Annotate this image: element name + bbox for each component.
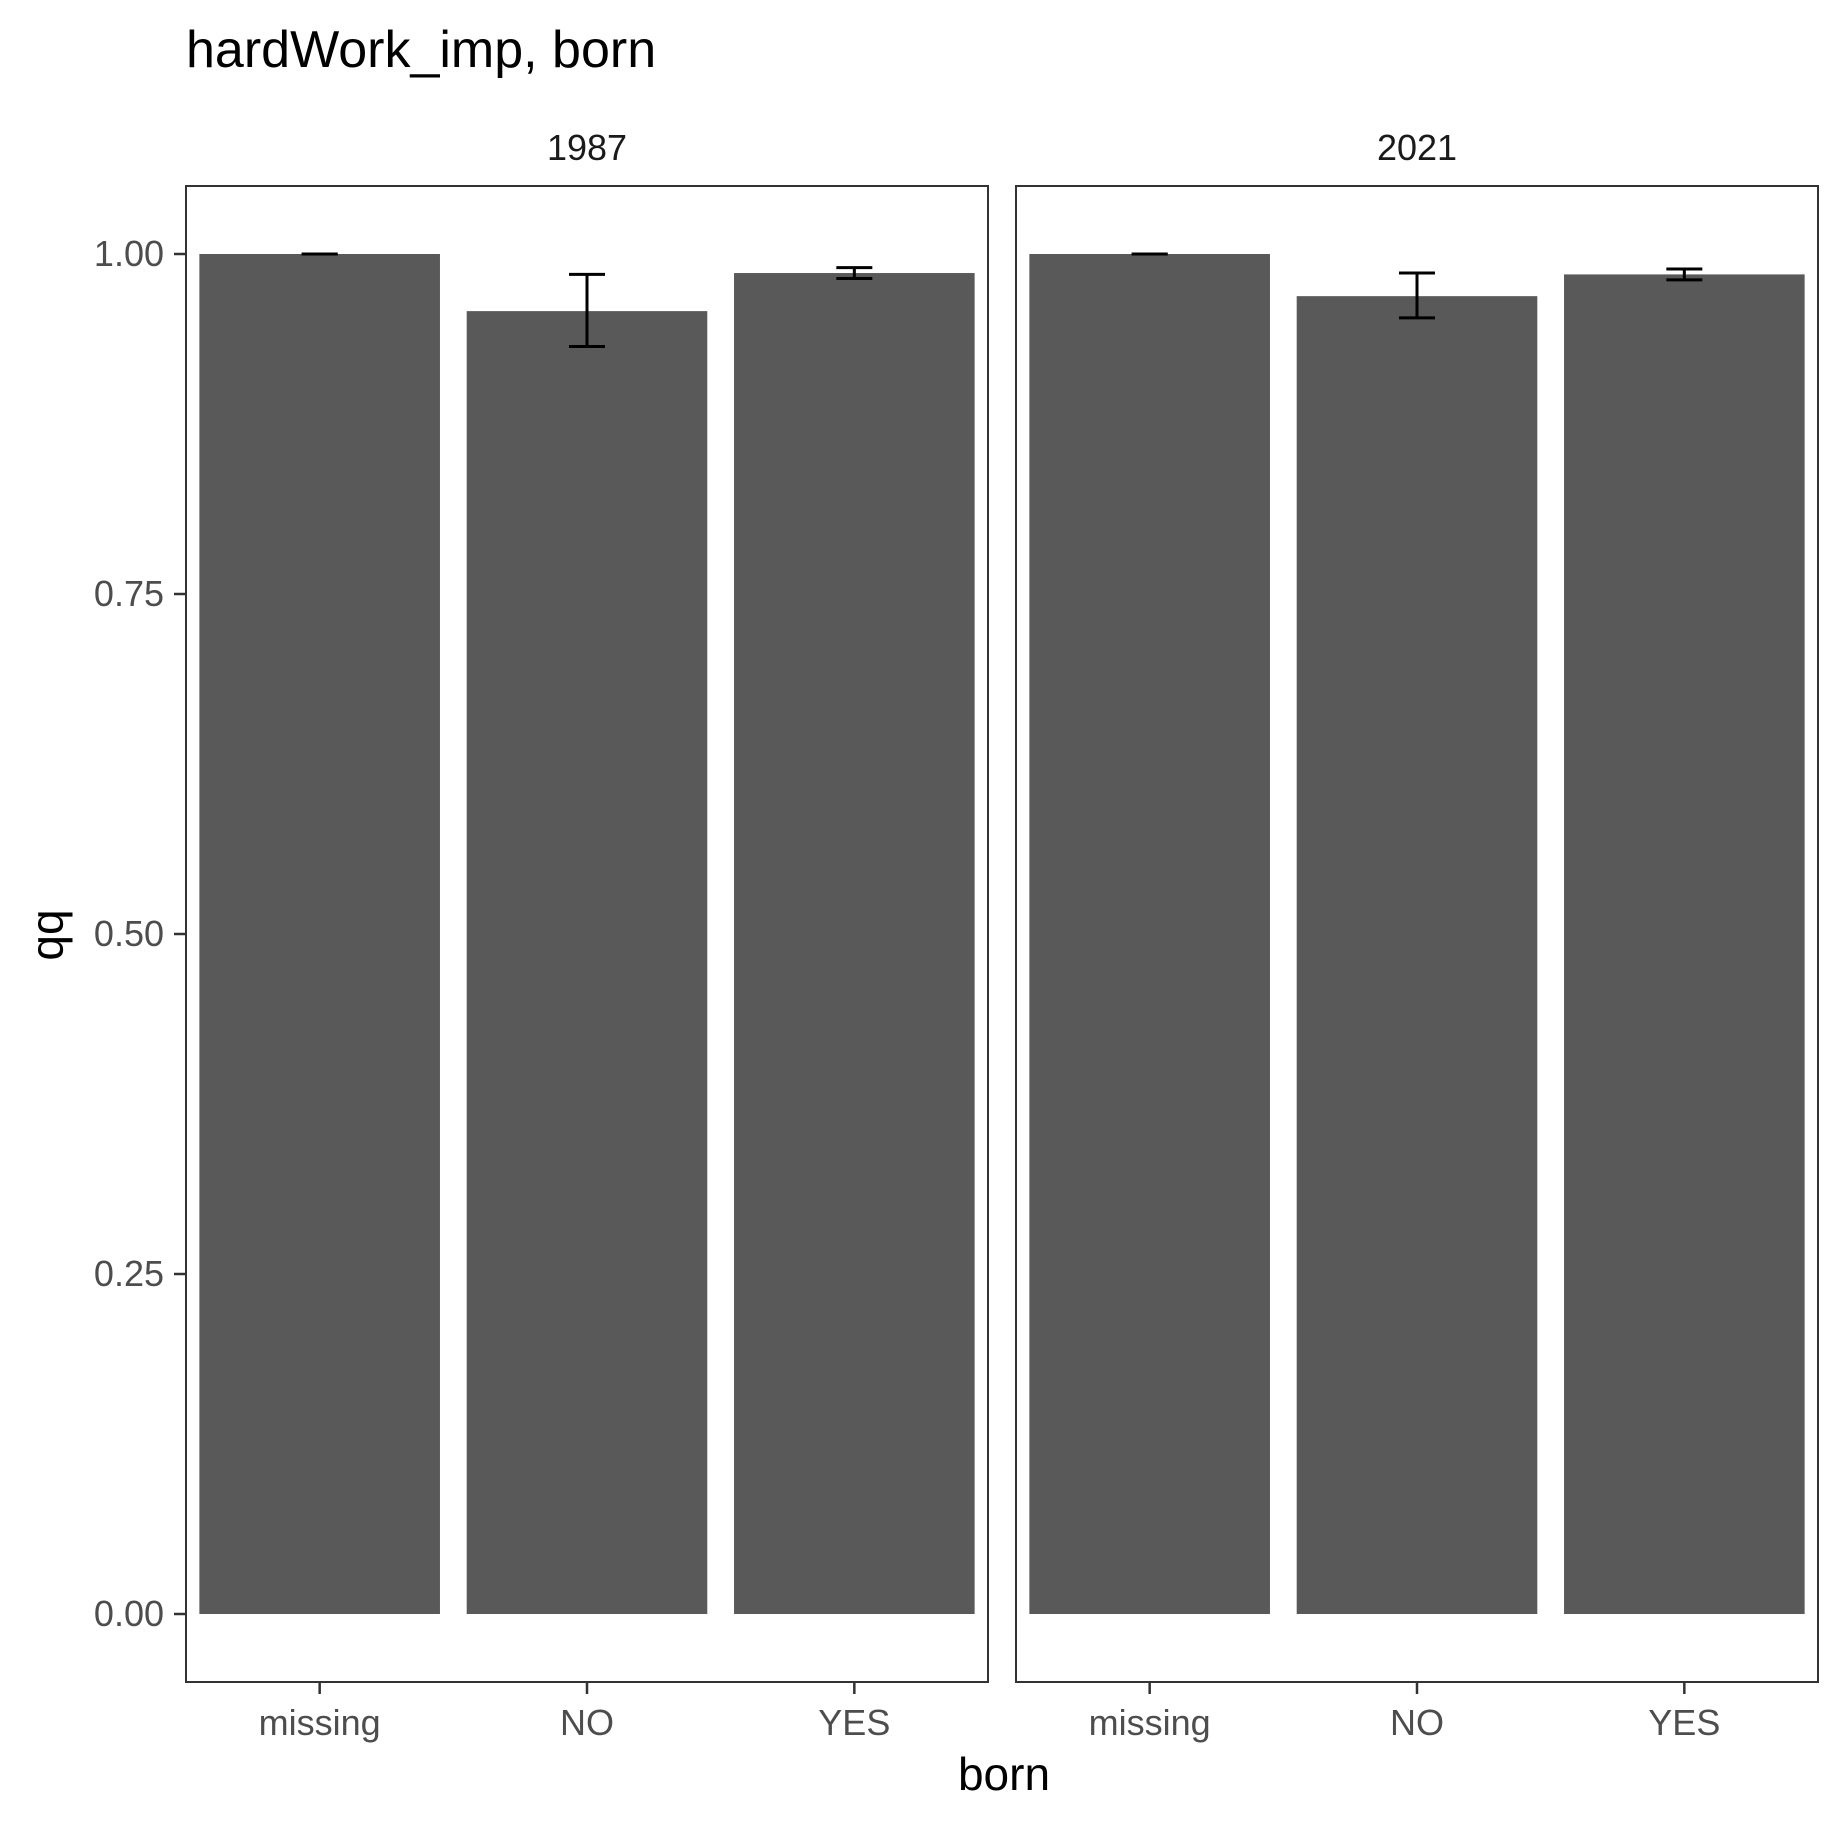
x-tick-label: missing <box>259 1702 381 1743</box>
error-bar-NO <box>569 272 605 348</box>
error-bar-YES <box>1666 267 1703 282</box>
x-axis-title: born <box>958 1748 1050 1800</box>
y-axis-title: qq <box>21 909 73 960</box>
bar-NO <box>466 311 708 1614</box>
facet-panel-1987: 1987 missing NO YES <box>185 127 989 1743</box>
x-tick-label: YES <box>818 1702 890 1743</box>
y-tick-label: 0.50 <box>94 913 164 954</box>
error-bar-YES <box>836 266 873 280</box>
y-tick-label: 0.25 <box>94 1253 164 1294</box>
bar-missing <box>199 254 440 1614</box>
y-tick-label: 1.00 <box>94 233 164 274</box>
bar-YES <box>734 273 975 1614</box>
bar-missing <box>1029 254 1270 1614</box>
x-tick-label: missing <box>1089 1702 1211 1743</box>
bar-YES <box>1564 274 1805 1614</box>
facet-panel-2021: 2021 missing NO YES <box>1015 127 1819 1743</box>
facet-strip-label: 2021 <box>1377 127 1457 168</box>
panel-border <box>185 185 989 1683</box>
x-tick-label: YES <box>1648 1702 1720 1743</box>
y-tick-label: 0.75 <box>94 573 164 614</box>
y-tick-label: 0.00 <box>94 1593 164 1634</box>
x-tick-label: NO <box>1390 1702 1444 1743</box>
bar-NO <box>1296 296 1538 1614</box>
panel-border <box>1015 185 1819 1683</box>
error-bar-NO <box>1399 271 1435 320</box>
x-tick-label: NO <box>560 1702 614 1743</box>
chart-title: hardWork_imp, born <box>186 21 656 79</box>
facet-strip-label: 1987 <box>547 127 627 168</box>
